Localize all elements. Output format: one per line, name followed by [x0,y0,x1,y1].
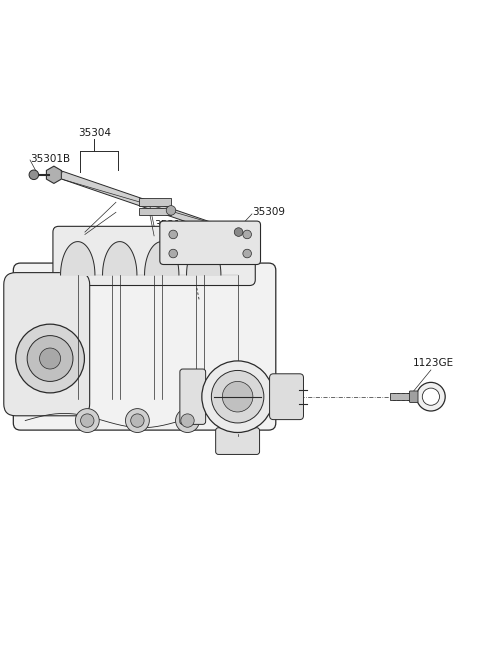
Circle shape [243,230,252,238]
Circle shape [230,223,247,240]
FancyBboxPatch shape [160,221,261,265]
FancyBboxPatch shape [270,374,303,420]
Text: 35100: 35100 [221,438,254,448]
Circle shape [422,388,440,405]
FancyBboxPatch shape [4,272,90,416]
Polygon shape [47,166,61,183]
Polygon shape [60,171,229,236]
Circle shape [29,170,38,179]
FancyBboxPatch shape [140,198,171,206]
Circle shape [417,383,445,411]
Text: 1123GE: 1123GE [413,358,454,368]
Circle shape [222,381,253,412]
Circle shape [169,250,178,258]
Text: 35312: 35312 [154,220,187,231]
Circle shape [125,409,149,432]
FancyBboxPatch shape [53,227,255,286]
FancyBboxPatch shape [409,391,418,402]
Text: 35304: 35304 [78,128,111,138]
FancyBboxPatch shape [140,208,171,215]
Polygon shape [103,242,154,275]
Circle shape [16,324,84,393]
Circle shape [169,230,178,238]
Text: 35312: 35312 [154,230,187,240]
Circle shape [202,361,274,432]
Circle shape [166,206,176,215]
Polygon shape [390,394,412,400]
Circle shape [81,414,94,427]
Text: 35301B: 35301B [30,153,70,164]
Polygon shape [60,242,112,275]
Circle shape [131,414,144,427]
Circle shape [27,335,73,381]
Text: 35310: 35310 [52,227,85,237]
Circle shape [176,409,199,432]
Circle shape [75,409,99,432]
Circle shape [181,414,194,427]
Text: 35309: 35309 [252,207,285,217]
FancyBboxPatch shape [216,428,260,455]
Circle shape [234,228,243,236]
Polygon shape [144,242,196,275]
Circle shape [211,371,264,423]
Circle shape [243,250,252,258]
FancyBboxPatch shape [13,263,276,430]
Circle shape [39,348,60,369]
FancyBboxPatch shape [180,369,205,424]
Polygon shape [187,242,238,275]
